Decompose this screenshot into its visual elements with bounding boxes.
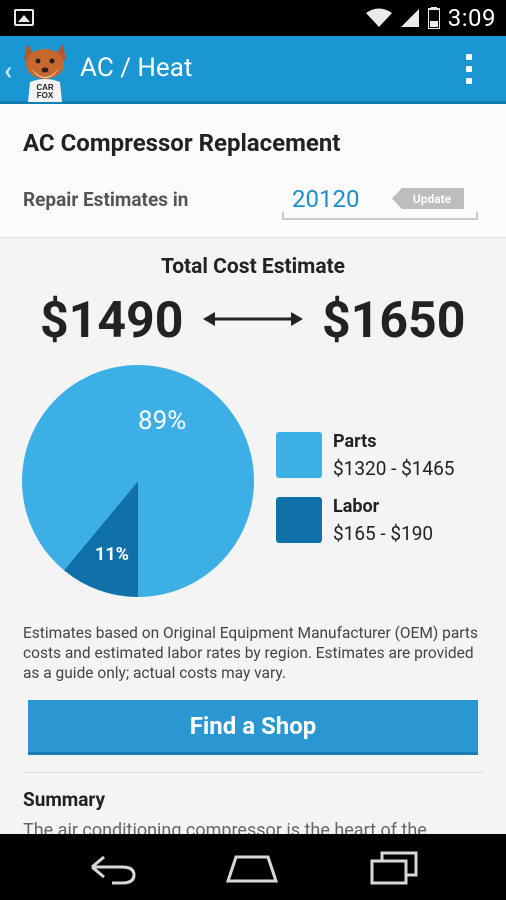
update-button[interactable]: Update [392,188,464,209]
carfox-logo[interactable]: CAR FOX [18,42,72,102]
repair-title: AC Compressor Replacement [23,129,341,157]
logo-text-bottom: FOX [37,91,54,100]
pie-slice-labor [64,481,138,597]
zip-code-field[interactable]: 20120 Update [282,178,478,220]
recent-apps-icon[interactable] [364,847,424,887]
home-icon[interactable] [222,847,282,887]
low-price: $1490 [40,292,184,350]
estimates-label: Repair Estimates in [23,188,189,211]
back-icon[interactable] [82,847,142,887]
overflow-menu-icon[interactable] [466,54,472,84]
summary-title: Summary [23,788,106,811]
zip-code-value[interactable]: 20120 [292,185,360,213]
app-bar: ‹ CAR FOX AC / Heat [0,36,506,104]
high-price: $1650 [322,292,466,350]
app-bar-title: AC / Heat [80,53,193,83]
navigation-bar [0,834,506,900]
summary-text: The air conditioning compressor is the h… [23,820,427,834]
up-chevron-icon[interactable]: ‹ [4,56,13,86]
double-arrow-icon [203,312,303,326]
legend-labor-name: Labor [333,496,380,517]
clock: 3:09 [447,4,496,32]
image-icon [14,9,34,26]
total-cost-label: Total Cost Estimate [160,255,346,279]
content-area[interactable]: AC Compressor Replacement Repair Estimat… [0,104,506,834]
wifi-icon [365,8,392,27]
parts-percent-label: 89% [138,406,187,436]
legend-parts-name: Parts [333,431,377,452]
logo-text-top: CAR [36,83,54,92]
signal-icon [400,9,419,27]
legend-parts-range: $1320 - $1465 [333,457,455,480]
find-shop-button[interactable]: Find a Shop [28,700,478,755]
legend-swatch-parts [276,432,322,478]
status-bar: 3:09 [0,0,506,36]
cost-pie-chart [22,365,254,597]
legend-swatch-labor [276,497,322,543]
legend-labor-range: $165 - $190 [333,522,434,545]
disclaimer-text: Estimates based on Original Equipment Ma… [23,624,478,682]
pie-slice-parts [22,365,254,597]
repair-header: AC Compressor Replacement Repair Estimat… [0,104,506,238]
divider [23,772,483,773]
labor-percent-label: 11% [95,544,129,565]
battery-icon [427,7,440,29]
